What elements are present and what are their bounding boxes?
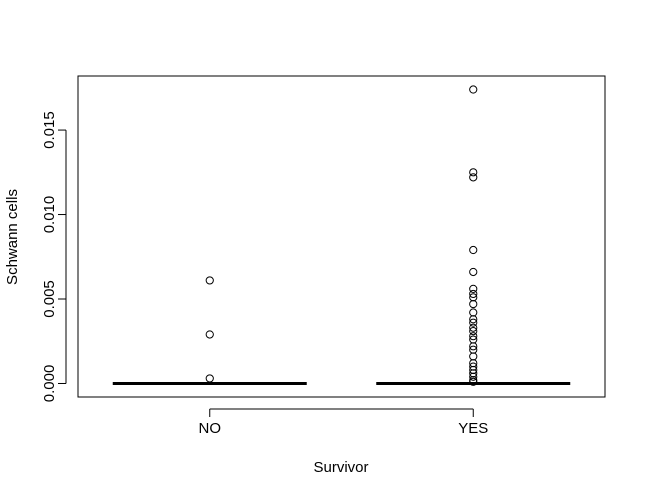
outlier-point bbox=[469, 299, 478, 309]
outlier-point bbox=[469, 289, 478, 299]
outlier-point bbox=[469, 318, 478, 327]
outlier-points bbox=[205, 85, 478, 386]
outlier-point bbox=[469, 323, 478, 332]
outlier-point bbox=[205, 374, 214, 383]
outlier-point bbox=[469, 315, 478, 324]
x-axis-title: Survivor bbox=[313, 459, 368, 476]
outlier-point bbox=[469, 327, 478, 336]
y-axis: 0.000 0.005 0.010 0.015 bbox=[41, 111, 67, 403]
outlier-point bbox=[469, 173, 478, 182]
x-tick-label: YES bbox=[458, 420, 488, 437]
outlier-point bbox=[469, 267, 478, 277]
outlier-point bbox=[469, 342, 478, 351]
y-tick-label: 0.005 bbox=[41, 280, 58, 318]
y-tick-label: 0.000 bbox=[41, 365, 58, 403]
y-tick-label: 0.015 bbox=[41, 111, 58, 149]
outlier-point bbox=[469, 352, 478, 361]
y-tick-label: 0.010 bbox=[41, 196, 58, 234]
outlier-point bbox=[469, 284, 478, 293]
outlier-point bbox=[205, 276, 214, 285]
x-axis: NO YES bbox=[199, 408, 488, 437]
outlier-point bbox=[469, 377, 478, 386]
outlier-point bbox=[469, 245, 478, 255]
outlier-point bbox=[469, 85, 478, 94]
outlier-point bbox=[205, 330, 214, 339]
x-tick-label: NO bbox=[199, 420, 222, 437]
plot-frame bbox=[77, 75, 606, 398]
outlier-point bbox=[469, 308, 478, 317]
outlier-point bbox=[469, 332, 478, 341]
y-axis-title: Schwann cells bbox=[4, 189, 21, 285]
outlier-point bbox=[469, 168, 478, 177]
outlier-point bbox=[469, 372, 478, 381]
